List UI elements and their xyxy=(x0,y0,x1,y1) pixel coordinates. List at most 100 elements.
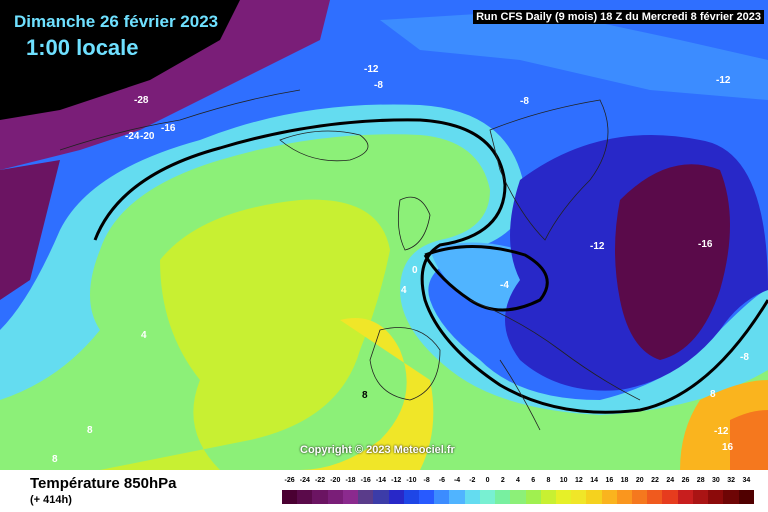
map-label: -12 xyxy=(716,75,731,86)
scale-swatch xyxy=(510,490,526,504)
scale-swatch xyxy=(434,490,450,504)
map-label: -8 xyxy=(520,96,529,107)
scale-swatch xyxy=(662,490,678,504)
scale-tick-label: -20 xyxy=(330,477,341,484)
legend-footer: Température 850hPa (+ 414h) -26 -24 -22 -20… xyxy=(0,470,768,512)
map-label: -4 xyxy=(500,280,509,291)
scale-swatch xyxy=(282,490,298,504)
coast-greenland xyxy=(59,89,301,151)
scale-swatch xyxy=(449,490,465,504)
scale-swatch xyxy=(297,490,313,504)
scale-tick-label: -12 xyxy=(391,477,402,484)
scale-swatch xyxy=(692,490,709,504)
scale-swatch xyxy=(418,490,435,504)
zero-isotherm-pocket xyxy=(423,245,549,312)
scale-swatch xyxy=(312,490,328,504)
map-label: 4 xyxy=(141,330,147,341)
map-label: -28 xyxy=(134,95,149,106)
coast-iceland xyxy=(279,130,369,162)
scale-tick-label: 32 xyxy=(727,477,736,484)
southeast-hot xyxy=(730,410,768,470)
coast-europe-south xyxy=(469,299,641,401)
scale-tick-label: 24 xyxy=(666,477,675,484)
zero-isotherm-main xyxy=(93,118,768,414)
scale-swatch xyxy=(525,490,541,504)
scale-tick-label: 10 xyxy=(559,477,568,484)
cold-west-purple xyxy=(0,160,60,300)
map-label: 8 xyxy=(362,390,368,401)
scale-swatch xyxy=(723,490,739,504)
map-label: 4 xyxy=(401,285,407,296)
scale-tick-label: 0 xyxy=(485,477,490,484)
scale-tick-label: -18 xyxy=(345,477,356,484)
color-scale-ticks: -26 -24 -22 -20 -18 -16 -14 -12 -10 -8 -6 -4 -2 0 2 4 6 8… xyxy=(282,477,754,489)
scale-swatch xyxy=(632,490,648,504)
scale-tick-label: 34 xyxy=(742,477,751,484)
scale-tick-label: -10 xyxy=(406,477,417,484)
forecast-local-time: 1:00 locale xyxy=(26,35,139,60)
scale-swatch xyxy=(464,490,480,504)
scale-tick-label: -4 xyxy=(453,477,461,484)
scale-swatch xyxy=(571,490,587,504)
coast-british-isles xyxy=(397,196,431,251)
map-label: 8 xyxy=(710,389,716,400)
scale-tick-label: 30 xyxy=(712,477,720,484)
map-label: -12 xyxy=(364,64,379,75)
scale-tick-label: 22 xyxy=(651,477,659,484)
scale-tick-label: 26 xyxy=(681,477,690,484)
scale-tick-label: 8 xyxy=(546,477,551,484)
warm-yellow xyxy=(300,318,434,470)
map-label: -8 xyxy=(374,80,383,91)
temperature-map: -28 -24 -20 -16 -12 -8 -8 -12 -12 -16 -4… xyxy=(0,0,768,470)
scale-swatch xyxy=(495,490,511,504)
map-label: 8 xyxy=(52,454,58,465)
map-label: -16 xyxy=(698,239,713,250)
coast-scandinavia xyxy=(489,99,609,241)
scale-tick-label: 18 xyxy=(620,477,629,484)
scale-swatch xyxy=(708,490,724,504)
map-label: 0 xyxy=(412,265,418,276)
map-label: -16 xyxy=(161,123,176,134)
color-scale-bar xyxy=(282,490,754,504)
temperature-field: -28 -24 -20 -16 -12 -8 -8 -12 -12 -16 -4… xyxy=(0,0,768,470)
map-label: -24 xyxy=(125,131,140,142)
scale-tick-label: -6 xyxy=(438,477,445,484)
scale-swatch xyxy=(342,490,359,504)
scale-swatch xyxy=(388,490,404,504)
scale-swatch xyxy=(738,490,754,504)
scale-swatch xyxy=(403,490,419,504)
map-label: -8 xyxy=(740,352,749,363)
scale-swatch xyxy=(555,490,572,504)
scale-swatch xyxy=(479,490,496,504)
coast-iberia xyxy=(369,327,441,401)
warm-tongue xyxy=(100,199,390,470)
map-label: 16 xyxy=(722,442,734,453)
scale-tick-label: 20 xyxy=(635,477,644,484)
cold-core-black xyxy=(0,0,240,120)
forecast-date: Dimanche 26 février 2023 xyxy=(14,12,219,31)
scale-tick-label: 28 xyxy=(696,477,705,484)
map-label: 8 xyxy=(87,425,93,436)
scale-tick-label: -8 xyxy=(423,477,430,484)
copyright-notice: Copyright © 2023 Meteociel.fr xyxy=(300,444,455,456)
scale-tick-label: 4 xyxy=(516,477,520,484)
scale-tick-label: -26 xyxy=(284,477,295,484)
scale-swatch xyxy=(647,490,663,504)
map-label: -12 xyxy=(714,426,729,437)
scale-tick-label: -14 xyxy=(375,477,387,484)
scale-swatch xyxy=(616,490,633,504)
scale-tick-label: -16 xyxy=(360,477,371,484)
scale-swatch xyxy=(373,490,389,504)
scale-tick-label: -2 xyxy=(469,477,476,484)
scale-tick-label: 14 xyxy=(590,477,599,484)
scale-tick-label: 6 xyxy=(531,477,536,484)
model-run-info: Run CFS Daily (9 mois) 18 Z du Mercredi … xyxy=(473,10,764,24)
scale-tick-label: 16 xyxy=(605,477,614,484)
scale-tick-label: -22 xyxy=(314,477,326,484)
scale-swatch xyxy=(327,490,343,504)
east-cold-core xyxy=(615,164,730,360)
variable-title: Température 850hPa xyxy=(30,475,177,492)
north-band xyxy=(380,10,768,100)
scale-swatch xyxy=(358,490,374,504)
map-label: -20 xyxy=(140,131,155,142)
